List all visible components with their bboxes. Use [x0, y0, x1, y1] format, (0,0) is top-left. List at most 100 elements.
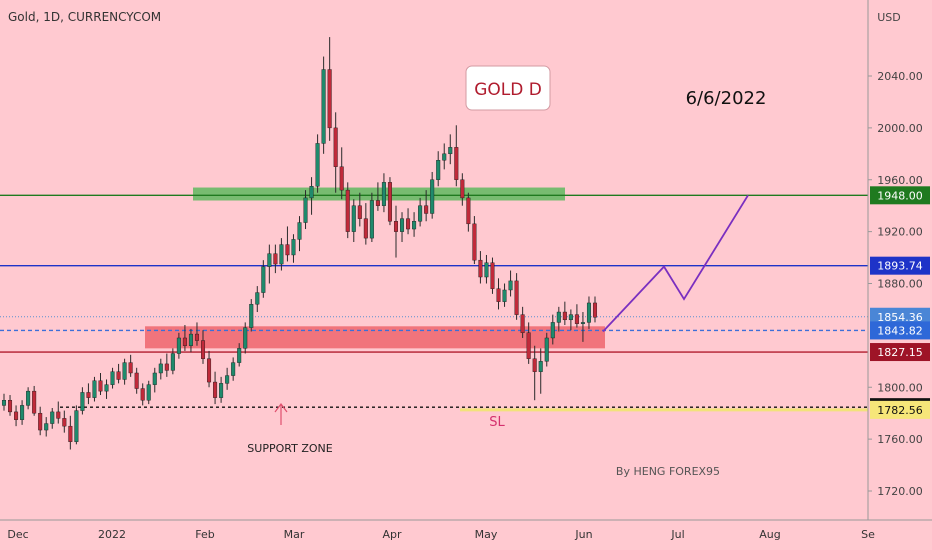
level-1843-label: 1843.82	[877, 324, 923, 337]
time-label: Jul	[670, 528, 684, 541]
candle	[261, 266, 266, 293]
candle	[526, 332, 531, 359]
zone-layer	[145, 187, 605, 349]
time-axis[interactable]: Dec 2022 Feb Mar Apr May Jun Jul Aug Se	[0, 519, 932, 541]
level-1948-label: 1948.00	[877, 189, 923, 202]
candle	[194, 333, 199, 341]
candle	[201, 340, 206, 359]
price-tick-label: 2000.00	[877, 122, 923, 135]
level-1948-label-box	[870, 186, 930, 205]
candle	[556, 311, 561, 323]
price-tick-label: 1760.00	[877, 433, 923, 446]
candle	[291, 239, 296, 256]
candle	[237, 348, 242, 363]
candle	[393, 221, 398, 232]
time-label: Apr	[382, 528, 402, 541]
candle	[568, 314, 573, 321]
candle	[478, 259, 483, 278]
candle	[32, 390, 37, 414]
candle	[460, 179, 465, 199]
currency-label: USD	[877, 11, 901, 24]
candle	[170, 353, 175, 371]
candle	[26, 390, 31, 406]
level-1827-label-box	[870, 343, 930, 362]
candle	[158, 363, 163, 374]
candle	[225, 375, 230, 384]
level-1782-label-box	[870, 400, 930, 419]
price-tick-label: 1880.00	[877, 278, 923, 291]
projection-path[interactable]	[602, 194, 749, 333]
candle	[20, 405, 25, 420]
candle	[231, 362, 236, 376]
candle	[315, 143, 320, 187]
candle	[514, 280, 519, 315]
candle	[98, 380, 103, 392]
candle	[369, 200, 374, 239]
candle	[327, 69, 332, 129]
candle	[339, 166, 344, 191]
candle	[213, 381, 218, 398]
candle	[442, 153, 447, 161]
candle	[496, 288, 501, 302]
candle	[128, 362, 133, 374]
candle	[321, 69, 326, 144]
time-label: Feb	[195, 528, 214, 541]
projection-layer	[602, 194, 749, 333]
level-1893-label-box	[870, 256, 930, 275]
candle	[74, 410, 79, 442]
candle	[243, 327, 248, 349]
time-label: Mar	[284, 528, 305, 541]
support-arrow	[274, 403, 288, 425]
candle	[182, 337, 187, 346]
candle	[219, 383, 224, 398]
support-zone[interactable]	[145, 326, 605, 349]
price-tick-label: 1800.00	[877, 381, 923, 394]
price-axis-panel	[868, 0, 932, 550]
candle	[436, 160, 441, 180]
candle	[116, 371, 121, 380]
candle	[412, 221, 417, 230]
candle	[134, 372, 139, 389]
candle	[86, 392, 91, 398]
level-1854-label: 1854.36	[877, 311, 923, 324]
candle	[544, 337, 549, 362]
candle	[188, 333, 193, 346]
candle	[104, 384, 109, 392]
candle	[592, 302, 598, 318]
candle	[520, 314, 525, 333]
candle	[8, 400, 13, 413]
candle	[406, 218, 411, 230]
candle	[56, 411, 61, 419]
candle	[400, 218, 405, 232]
candle	[297, 222, 302, 240]
level-1893-label: 1893.74	[877, 260, 923, 273]
candle	[345, 189, 350, 232]
candle	[387, 182, 392, 222]
candle	[424, 205, 429, 214]
title-box: GOLD D	[465, 65, 551, 111]
candle	[279, 244, 284, 265]
candle	[1, 400, 7, 406]
level-1782-label: 1782.56	[877, 404, 923, 417]
time-label: Jun	[574, 528, 592, 541]
title-box-text: GOLD D	[474, 80, 542, 100]
candle	[472, 223, 477, 261]
candle	[152, 372, 157, 385]
time-label: 2022	[98, 528, 126, 541]
candle	[448, 147, 453, 155]
candle	[38, 412, 43, 431]
candle	[430, 179, 435, 214]
candle	[357, 205, 362, 219]
price-labels: 1948.001893.741854.361843.821827.151784.…	[870, 186, 930, 419]
candle	[44, 423, 49, 431]
candle	[146, 384, 151, 401]
candle	[62, 418, 67, 427]
price-axis[interactable]: 2040.00 2000.00 1960.00 1920.00 1880.00 1800.…	[867, 0, 932, 550]
symbol-label[interactable]: Gold, 1D, CURRENCYCOM	[8, 10, 161, 24]
support-zone-label: SUPPORT ZONE	[247, 442, 332, 455]
candle	[484, 262, 489, 278]
resistance-zone[interactable]	[193, 187, 565, 201]
candle	[502, 289, 507, 302]
candle	[122, 362, 127, 380]
